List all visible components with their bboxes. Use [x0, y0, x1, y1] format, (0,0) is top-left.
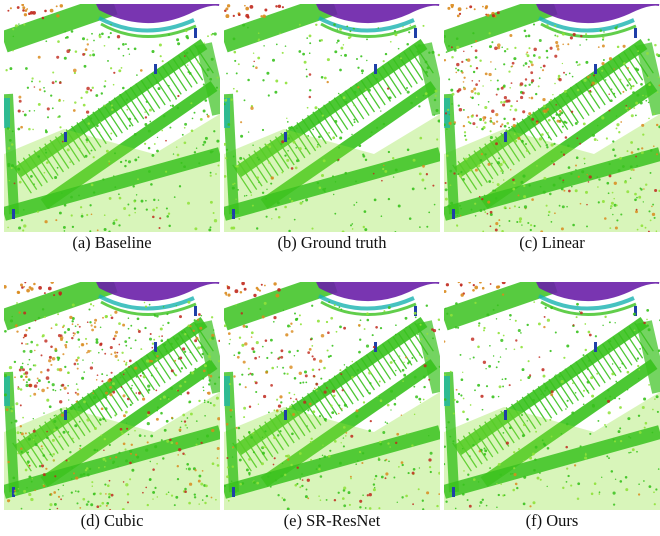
panel-f-pointcloud [444, 282, 660, 510]
panel-b-pointcloud [224, 4, 440, 232]
pointcloud-image-c [444, 4, 660, 232]
panel-d-pointcloud [4, 282, 220, 510]
caption-f: (f) Ours [525, 511, 579, 530]
caption-a: (a) Baseline [72, 233, 152, 252]
panel-a-pointcloud [4, 4, 220, 232]
panel-c-pointcloud [444, 4, 660, 232]
pointcloud-image-d [4, 282, 220, 510]
caption-d: (d) Cubic [80, 511, 144, 530]
pointcloud-image-f [444, 282, 660, 510]
panel-e-pointcloud [224, 282, 440, 510]
pointcloud-image-b [224, 4, 440, 232]
pointcloud-image-a [4, 4, 220, 232]
caption-e: (e) SR-ResNet [283, 511, 381, 530]
pointcloud-image-e [224, 282, 440, 510]
caption-b: (b) Ground truth [277, 233, 387, 252]
caption-c: (c) Linear [519, 233, 585, 252]
